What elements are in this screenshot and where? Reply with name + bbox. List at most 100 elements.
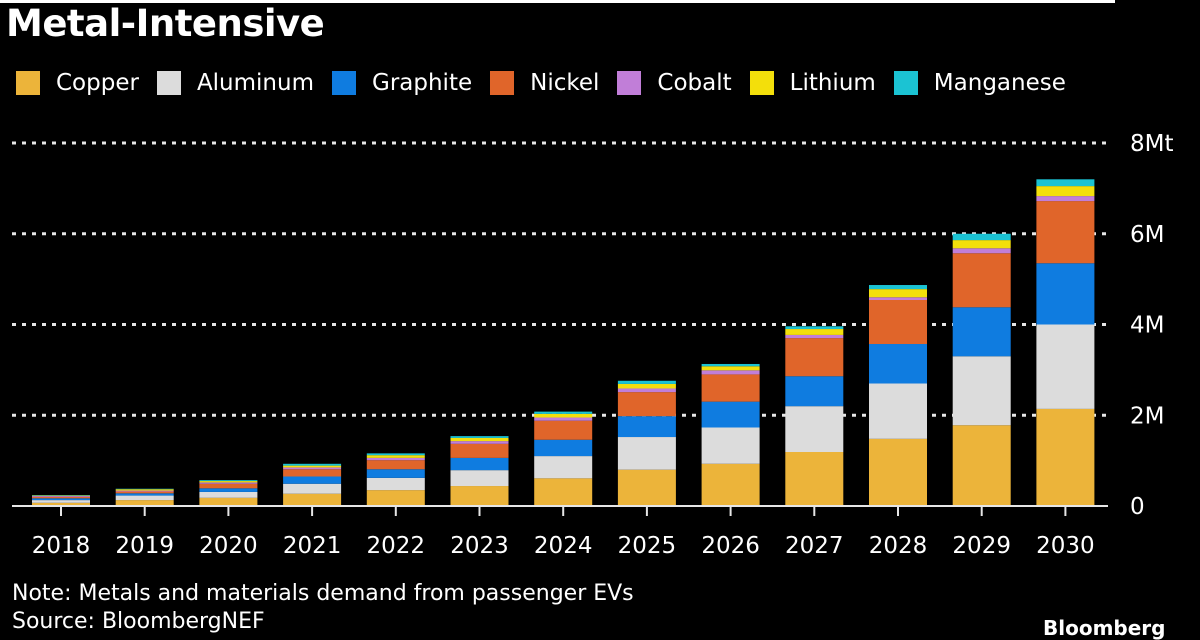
bar-segment-nickel-2021 bbox=[283, 469, 342, 477]
bar-segment-copper-2026 bbox=[701, 463, 760, 506]
legend-swatch bbox=[332, 71, 356, 95]
bar-segment-nickel-2023 bbox=[450, 443, 509, 458]
bar-segment-copper-2024 bbox=[534, 478, 593, 506]
bar-segment-copper-2030 bbox=[1036, 408, 1095, 506]
bar-segment-aluminum-2026 bbox=[701, 427, 760, 464]
bar-segment-nickel-2029 bbox=[952, 253, 1011, 308]
bar-segment-graphite-2030 bbox=[1036, 263, 1095, 325]
x-tick-label: 2029 bbox=[952, 533, 1011, 559]
x-tick-label: 2026 bbox=[701, 533, 760, 559]
bar-segment-copper-2019 bbox=[115, 500, 174, 506]
legend-label: Manganese bbox=[933, 70, 1066, 96]
bar-segment-nickel-2028 bbox=[869, 299, 927, 345]
bar-segment-graphite-2022 bbox=[366, 469, 425, 478]
bar-segment-copper-2023 bbox=[450, 486, 509, 506]
bar-segment-lithium-2019 bbox=[115, 489, 174, 491]
x-tick-label: 2020 bbox=[199, 533, 258, 559]
x-tick-label: 2024 bbox=[534, 533, 593, 559]
legend-item-graphite: Graphite bbox=[332, 70, 472, 96]
bar-segment-copper-2027 bbox=[785, 452, 844, 506]
bar-segment-aluminum-2022 bbox=[366, 477, 425, 491]
x-tick-label: 2027 bbox=[785, 533, 844, 559]
bar-segment-cobalt-2029 bbox=[952, 248, 1011, 254]
bar-segment-copper-2029 bbox=[952, 425, 1011, 506]
bar-segment-aluminum-2021 bbox=[283, 483, 342, 494]
bar-segment-manganese-2025 bbox=[617, 380, 676, 384]
bar-segment-nickel-2022 bbox=[366, 460, 425, 470]
bar-segment-lithium-2027 bbox=[785, 329, 844, 335]
x-tick-label: 2022 bbox=[367, 533, 426, 559]
x-tick-label: 2028 bbox=[869, 533, 928, 559]
bar-segment-aluminum-2027 bbox=[785, 406, 844, 453]
legend-swatch bbox=[490, 71, 515, 95]
y-tick-label: 2M bbox=[1130, 403, 1164, 429]
bar-segment-aluminum-2019 bbox=[115, 495, 174, 501]
y-tick-label: 8Mt bbox=[1130, 131, 1174, 157]
bar-segment-manganese-2024 bbox=[534, 411, 593, 414]
bar-segment-aluminum-2024 bbox=[534, 456, 593, 479]
bar-segment-graphite-2029 bbox=[952, 307, 1011, 357]
bar-segment-cobalt-2025 bbox=[617, 388, 676, 393]
bar-segment-cobalt-2028 bbox=[869, 297, 927, 300]
bar-segment-copper-2020 bbox=[199, 497, 258, 506]
bar-segment-lithium-2023 bbox=[450, 437, 509, 442]
bar-segment-manganese-2023 bbox=[450, 436, 509, 438]
bar-segment-copper-2022 bbox=[366, 490, 425, 506]
bar-segment-nickel-2026 bbox=[701, 374, 760, 402]
bar-segment-copper-2025 bbox=[617, 469, 676, 506]
legend-item-aluminum: Aluminum bbox=[156, 70, 314, 96]
bar-segment-cobalt-2023 bbox=[450, 441, 509, 444]
legend-label: Aluminum bbox=[196, 70, 314, 96]
note-text: Note: Metals and materials demand from p… bbox=[12, 581, 634, 606]
source-text: Source: BloombergNEF bbox=[12, 609, 265, 634]
bar-segment-manganese-2020 bbox=[199, 480, 258, 482]
bar-segment-graphite-2019 bbox=[115, 493, 174, 496]
bar-segment-nickel-2018 bbox=[32, 496, 90, 499]
x-tick-label: 2021 bbox=[283, 533, 342, 559]
bar-segment-manganese-2027 bbox=[785, 326, 844, 330]
bar-segment-graphite-2027 bbox=[785, 376, 844, 407]
bar-segment-cobalt-2030 bbox=[1036, 196, 1095, 202]
chart-title: Metal-Intensive bbox=[6, 2, 325, 45]
legend-label: Nickel bbox=[530, 70, 600, 96]
legend-item-nickel: Nickel bbox=[490, 70, 599, 96]
bloomberg-logo: Bloomberg bbox=[1043, 616, 1166, 640]
legend-item-cobalt: Cobalt bbox=[617, 70, 732, 96]
bar-segment-copper-2021 bbox=[283, 493, 342, 506]
bar-segment-graphite-2025 bbox=[617, 416, 676, 438]
bar-segment-nickel-2027 bbox=[785, 338, 844, 377]
bar-segment-aluminum-2030 bbox=[1036, 324, 1095, 409]
bar-segment-lithium-2020 bbox=[199, 481, 258, 483]
bar-segment-graphite-2023 bbox=[450, 457, 509, 471]
bar-segment-nickel-2024 bbox=[534, 420, 593, 440]
footnote: Note: Metals and materials demand from p… bbox=[12, 580, 634, 636]
legend-item-copper: Copper bbox=[16, 70, 139, 96]
bar-segment-copper-2018 bbox=[32, 502, 90, 506]
y-tick-label: 0 bbox=[1130, 494, 1145, 520]
bar-segment-nickel-2019 bbox=[115, 491, 174, 494]
bar-segment-manganese-2029 bbox=[952, 233, 1011, 241]
legend-label: Cobalt bbox=[657, 70, 732, 96]
x-tick-label: 2019 bbox=[115, 533, 174, 559]
legend-swatch bbox=[893, 71, 918, 95]
bar-segment-cobalt-2024 bbox=[534, 417, 593, 421]
bar-segment-cobalt-2027 bbox=[785, 334, 844, 339]
bar-segment-aluminum-2020 bbox=[199, 491, 258, 498]
bar-segment-nickel-2020 bbox=[199, 483, 258, 489]
bar-segment-nickel-2025 bbox=[617, 392, 676, 417]
legend-label: Graphite bbox=[372, 70, 473, 96]
x-tick-label: 2023 bbox=[450, 533, 509, 559]
bar-segment-aluminum-2023 bbox=[450, 470, 509, 487]
legend-label: Lithium bbox=[789, 70, 876, 96]
bar-segment-graphite-2026 bbox=[701, 401, 760, 428]
bar-segment-cobalt-2018 bbox=[32, 496, 90, 497]
bar-segment-manganese-2028 bbox=[869, 285, 927, 290]
legend: Copper Aluminum Graphite Nickel Cobalt Lithiu… bbox=[16, 70, 1084, 96]
bar-segment-nickel-2030 bbox=[1036, 201, 1095, 264]
x-tick-label: 2018 bbox=[32, 533, 91, 559]
legend-swatch bbox=[617, 71, 642, 95]
bar-segment-graphite-2024 bbox=[534, 439, 593, 457]
legend-swatch bbox=[749, 71, 774, 95]
bar-segment-aluminum-2029 bbox=[952, 356, 1011, 426]
